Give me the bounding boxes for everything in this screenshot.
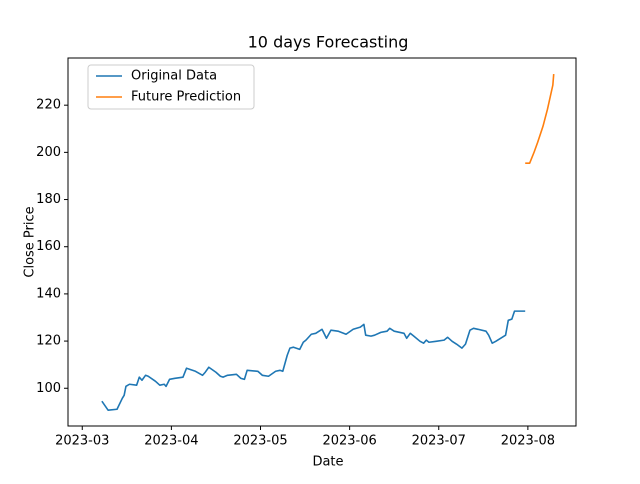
x-tick-label: 2023-07 — [412, 434, 466, 449]
y-tick-label: 220 — [36, 98, 61, 113]
y-tick-label: 140 — [36, 286, 61, 301]
y-tick-label: 180 — [36, 192, 61, 207]
y-tick-label: 120 — [36, 334, 61, 349]
legend-label: Original Data — [131, 69, 217, 84]
x-tick-label: 2023-04 — [144, 434, 198, 449]
legend-label: Future Prediction — [131, 90, 241, 105]
x-tick-label: 2023-05 — [233, 434, 287, 449]
y-tick-label: 200 — [36, 145, 61, 160]
x-axis-label: Date — [312, 455, 343, 470]
plot-frame — [67, 57, 577, 427]
data-line — [525, 73, 555, 165]
data-line — [101, 310, 526, 411]
x-tick-label: 2023-06 — [322, 434, 376, 449]
y-axis-label: Close Price — [23, 206, 38, 277]
chart-title: 10 days Forecasting — [248, 33, 409, 52]
x-tick-label: 2023-08 — [501, 434, 555, 449]
legend-box — [87, 64, 255, 110]
y-tick-label: 100 — [36, 381, 61, 396]
y-tick-label: 160 — [36, 239, 61, 254]
x-tick-label: 2023-03 — [55, 434, 109, 449]
